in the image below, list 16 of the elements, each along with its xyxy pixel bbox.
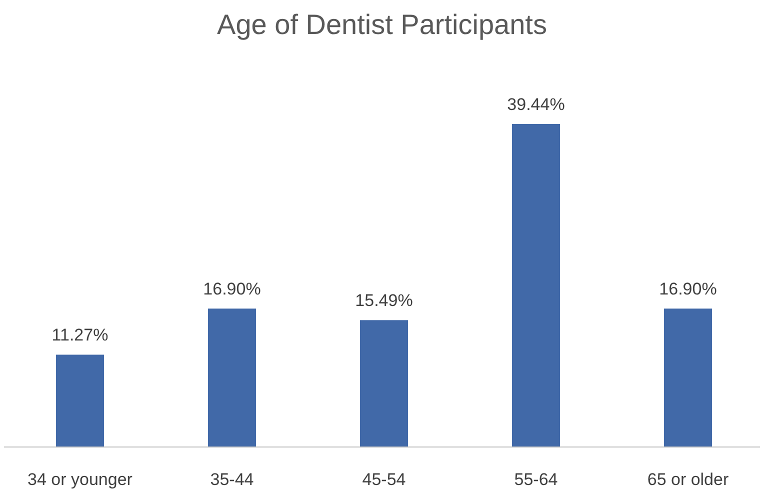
x-tick-label: 34 or younger (28, 470, 133, 489)
data-label: 39.44% (507, 95, 565, 114)
data-label: 15.49% (355, 291, 413, 310)
x-tick-label: 55-64 (514, 470, 558, 489)
data-label: 16.90% (659, 280, 717, 299)
x-tick-label: 35-44 (210, 470, 254, 489)
bar (664, 308, 712, 447)
bar (512, 124, 560, 447)
data-label: 11.27% (52, 326, 108, 345)
bar (208, 308, 256, 447)
bar (56, 354, 104, 447)
x-tick-label: 45-54 (362, 470, 406, 489)
bar (360, 320, 408, 447)
data-label: 16.90% (203, 280, 261, 299)
chart-title: Age of Dentist Participants (217, 9, 547, 40)
x-tick-label: 65 or older (647, 470, 729, 489)
